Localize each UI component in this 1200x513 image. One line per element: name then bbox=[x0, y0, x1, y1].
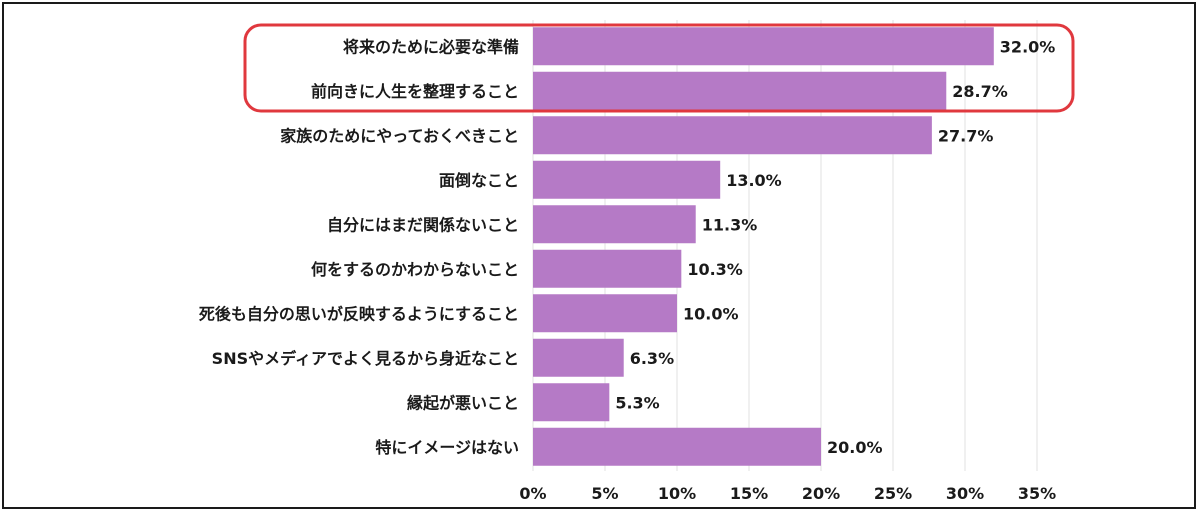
value-label: 11.3% bbox=[702, 215, 758, 234]
x-tick-label: 15% bbox=[730, 484, 768, 503]
x-tick-label: 5% bbox=[591, 484, 618, 503]
value-label: 10.3% bbox=[687, 260, 743, 279]
category-label: 家族のためにやっておくべきこと bbox=[280, 126, 519, 145]
x-tick-label: 35% bbox=[1018, 484, 1056, 503]
bar bbox=[533, 116, 932, 155]
value-label: 32.0% bbox=[1000, 37, 1056, 56]
label-layer: 将来のために必要な準備 32.0% 前向きに人生を整理すること 28.7% 家族のために… bbox=[199, 37, 1055, 457]
bar bbox=[533, 205, 696, 244]
bar bbox=[533, 71, 947, 110]
category-label: 縁起が悪いこと bbox=[407, 393, 519, 412]
value-label: 10.0% bbox=[683, 304, 739, 323]
x-tick-label: 25% bbox=[874, 484, 912, 503]
bar bbox=[533, 427, 821, 466]
category-label: 自分にはまだ関係ないこと bbox=[327, 215, 519, 234]
x-tick-label: 30% bbox=[946, 484, 984, 503]
value-label: 28.7% bbox=[952, 82, 1008, 101]
bar bbox=[533, 338, 624, 377]
value-label: 6.3% bbox=[630, 349, 674, 368]
highlight-layer bbox=[243, 23, 1075, 113]
category-label: 将来のために必要な準備 bbox=[343, 37, 519, 56]
category-label: 前向きに人生を整理すること bbox=[311, 82, 519, 101]
category-label: 死後も自分の思いが反映するようにすること bbox=[199, 304, 519, 323]
tick-layer: 0% 5% 10% 15% 20% 25% 30% 35% bbox=[519, 484, 1056, 503]
bar bbox=[533, 294, 677, 333]
highlight-outline bbox=[243, 23, 1075, 113]
x-tick-label: 0% bbox=[519, 484, 546, 503]
bar bbox=[533, 27, 994, 66]
category-label: 特にイメージはない bbox=[375, 438, 519, 457]
bar bbox=[533, 249, 682, 288]
category-label: 何をするのかわからないこと bbox=[311, 260, 519, 279]
value-label: 20.0% bbox=[827, 438, 883, 457]
value-label: 13.0% bbox=[726, 171, 782, 190]
value-label: 27.7% bbox=[938, 126, 994, 145]
x-tick-label: 20% bbox=[802, 484, 840, 503]
bar bbox=[533, 383, 610, 422]
bar bbox=[533, 160, 721, 199]
bar-layer bbox=[533, 27, 994, 466]
value-label: 5.3% bbox=[615, 393, 659, 412]
category-label: SNSやメディアでよく見るから身近なこと bbox=[212, 349, 519, 368]
x-tick-label: 10% bbox=[658, 484, 696, 503]
category-label: 面倒なこと bbox=[439, 171, 519, 190]
